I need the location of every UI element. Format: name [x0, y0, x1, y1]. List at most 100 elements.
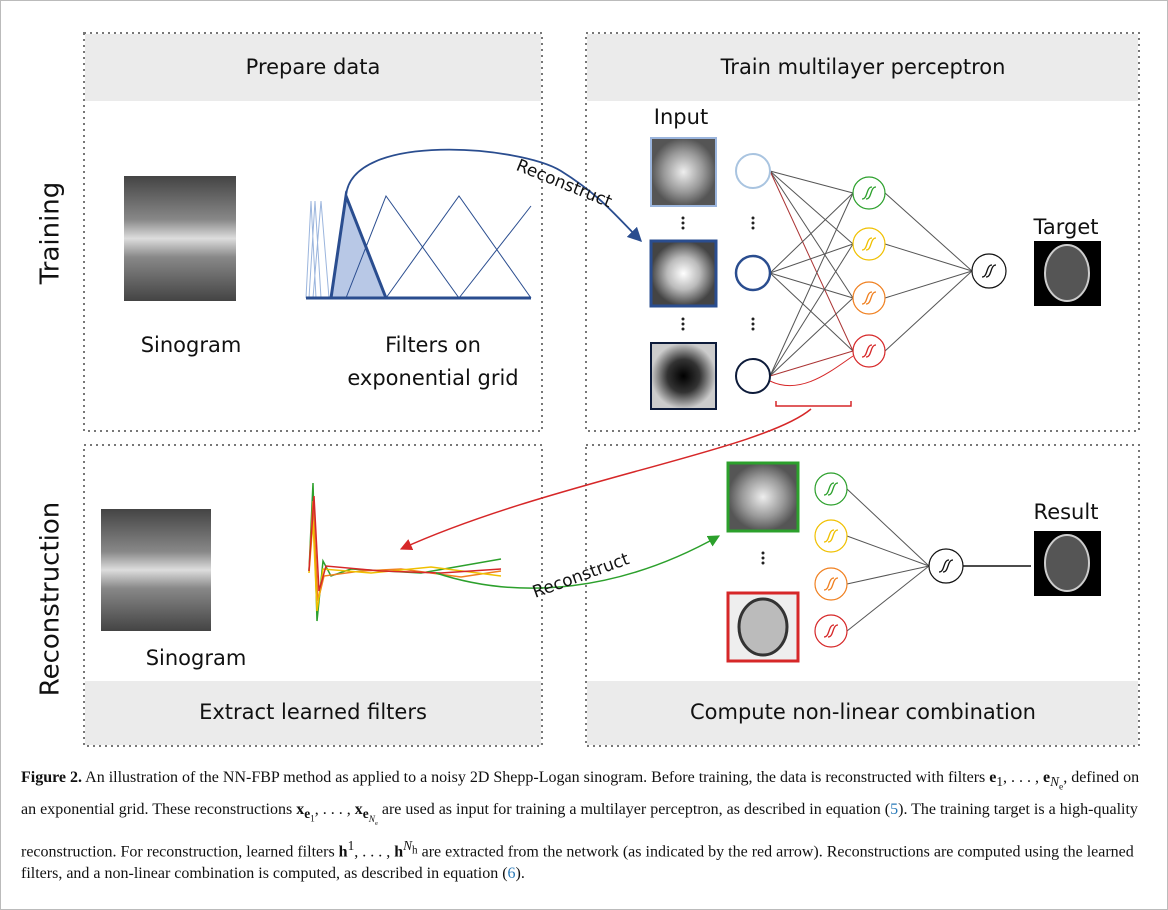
diagram: Prepare data Train multilayer perceptron… [36, 32, 1140, 747]
connection [769, 355, 854, 387]
bracket [775, 401, 852, 407]
label: Reconstruct [513, 156, 615, 213]
shape [308, 495, 502, 592]
connection [884, 192, 973, 272]
connection [769, 170, 854, 352]
shape [751, 216, 755, 220]
connection [769, 170, 854, 299]
connection [769, 297, 854, 377]
caption-run: 1 [310, 814, 315, 825]
target-image [1044, 244, 1090, 302]
shape [329, 190, 388, 299]
side-label: Reconstruction [36, 502, 66, 697]
shape [345, 194, 532, 299]
hidden-neuron [852, 227, 886, 261]
caption-run: N [403, 837, 413, 853]
input-image [649, 239, 718, 308]
shape [751, 226, 755, 230]
label: exponential grid [347, 366, 518, 390]
connection [769, 272, 854, 352]
sinogram-image [101, 509, 211, 631]
shape [681, 216, 685, 220]
caption-run: , . . . , [354, 842, 395, 860]
connection [769, 170, 854, 194]
hidden-neuron [814, 567, 848, 601]
connections [846, 488, 930, 632]
hidden-neuron [928, 548, 964, 584]
caption-run: e [1043, 769, 1051, 786]
caption-run: Ne [1050, 774, 1063, 793]
connection [846, 488, 930, 567]
caption-run: ). [515, 864, 525, 882]
shape [761, 556, 765, 560]
connection [769, 243, 854, 377]
shape [761, 561, 765, 565]
shape [308, 482, 502, 622]
connection [769, 243, 854, 274]
connection [769, 350, 854, 377]
caption-run: e [362, 806, 369, 822]
shape [681, 226, 685, 230]
hidden-neuron [971, 253, 1007, 289]
shape [852, 176, 1007, 368]
caption-run: are used as input for training a multila… [377, 800, 891, 818]
caption-run: N [1050, 774, 1060, 790]
connection [769, 192, 854, 274]
label: Result [1034, 500, 1099, 524]
hidden-neuron [852, 176, 886, 210]
caption-run: eNe [362, 806, 378, 827]
hidden-neuron [814, 614, 848, 648]
connection [884, 243, 973, 272]
panel-title: Extract learned filters [199, 700, 427, 724]
label: Filters on [385, 333, 481, 357]
shape [681, 317, 685, 321]
recon-image [726, 461, 800, 533]
side-label: Training [36, 182, 66, 286]
hidden-neuron [852, 281, 886, 315]
caption-run: Figure 2. [21, 769, 83, 786]
shape [587, 34, 1138, 101]
caption-run: Ne [368, 814, 378, 827]
arrow [345, 148, 643, 243]
header-bands [85, 34, 1138, 745]
shape [751, 317, 755, 321]
panel-train [585, 32, 1140, 432]
caption: Figure 2. An illustration of the NN-FBP … [21, 767, 1146, 885]
caption-run: e1 [304, 806, 315, 825]
shape [751, 221, 755, 225]
connections [769, 170, 973, 387]
recon-image [737, 597, 789, 657]
caption-run: ). The training target is a high-quality… [21, 800, 1138, 860]
caption-run: 1 [996, 774, 1004, 790]
shape [587, 681, 1138, 745]
connection [769, 170, 854, 245]
panel-compute [585, 444, 1140, 747]
shape [308, 520, 502, 612]
caption-run: Nh [403, 837, 418, 857]
caption-run: , defined on an exponential grid. These … [21, 769, 1140, 818]
input-neuron [735, 358, 771, 394]
label: Sinogram [146, 646, 247, 670]
caption-run: N [368, 814, 375, 825]
caption-run: , . . . , [1003, 769, 1044, 786]
panel-extract [83, 444, 543, 747]
shape [305, 200, 330, 299]
connection [846, 565, 930, 585]
arrow [435, 535, 721, 589]
caption-run: h [338, 842, 348, 860]
label: Reconstruct [530, 549, 632, 603]
input-neuron [735, 153, 771, 189]
filters [305, 190, 532, 300]
arrow [399, 408, 812, 551]
shape [681, 327, 685, 331]
shape [751, 322, 755, 326]
caption-run: h [394, 842, 404, 860]
caption-run: An illustration of the NN-FBP method as … [82, 769, 990, 786]
panel-prepare [83, 32, 543, 432]
caption-run: e [304, 806, 311, 822]
caption-run: 6 [507, 864, 516, 882]
caption-run: h [412, 844, 418, 857]
panels [83, 32, 1140, 747]
caption-run: , . . . , [314, 800, 355, 818]
